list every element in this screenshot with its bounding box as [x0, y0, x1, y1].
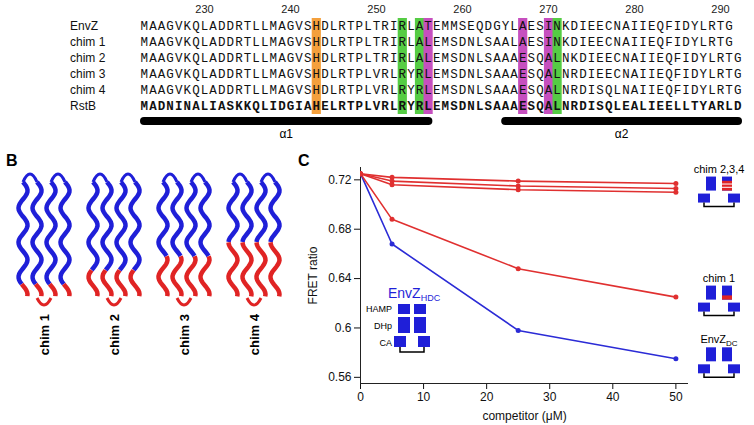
svg-text:MAAGVKQLADDRTLLMAGVSHDLRTPLTRI: MAAGVKQLADDRTLLMAGVSHDLRTPLTRIRLALEMSDNL…	[141, 52, 742, 66]
svg-text:0: 0	[357, 390, 364, 404]
svg-text:MAAGVKQLADDRTLLMAGVSHDLRTPLTRI: MAAGVKQLADDRTLLMAGVSHDLRTPLTRIRLATEMMSEQ…	[141, 20, 733, 34]
svg-text:B: B	[6, 152, 18, 169]
svg-text:MADNINALIASKKQLIDGIAHELRTPLVRL: MADNINALIASKKQLIDGIAHELRTPLVRLRYRLEMSDNL…	[141, 100, 742, 114]
svg-text:competitor (μM): competitor (μM)	[482, 409, 566, 423]
svg-text:50: 50	[669, 390, 683, 404]
svg-text:chim 4: chim 4	[70, 83, 106, 97]
svg-text:FRET ratio: FRET ratio	[306, 246, 320, 304]
svg-text:chim 2,3,4: chim 2,3,4	[694, 163, 745, 175]
svg-text:chim 2: chim 2	[70, 51, 106, 65]
svg-text:chim 3: chim 3	[70, 67, 106, 81]
svg-text:C: C	[298, 152, 310, 169]
svg-text:DHp: DHp	[374, 321, 392, 331]
svg-text:40: 40	[606, 390, 620, 404]
svg-text:250: 250	[367, 3, 385, 15]
svg-text:0.56: 0.56	[328, 370, 352, 384]
svg-text:chim 1: chim 1	[703, 272, 735, 284]
svg-text:280: 280	[625, 3, 643, 15]
svg-text:EnvZDC: EnvZDC	[700, 333, 737, 348]
svg-text:RstB: RstB	[70, 99, 96, 113]
svg-text:chim 4: chim 4	[247, 313, 262, 355]
svg-text:0.64: 0.64	[328, 271, 352, 285]
svg-text:260: 260	[453, 3, 471, 15]
svg-text:α1: α1	[279, 127, 293, 141]
svg-text:20: 20	[480, 390, 494, 404]
svg-text:chim 1: chim 1	[70, 35, 106, 49]
svg-text:HAMP: HAMP	[366, 304, 392, 314]
svg-text:CA: CA	[379, 338, 392, 348]
svg-text:chim 3: chim 3	[177, 314, 192, 355]
svg-text:0.72: 0.72	[328, 173, 352, 187]
svg-text:EnvZHDC: EnvZHDC	[388, 285, 441, 303]
svg-text:270: 270	[539, 3, 557, 15]
svg-text:30: 30	[543, 390, 557, 404]
svg-text:chim 2: chim 2	[107, 314, 122, 355]
svg-text:MAAGVKQLADDRTLLMAGVSHDLRTPLVRL: MAAGVKQLADDRTLLMAGVSHDLRTPLVRLRYRLEMSDNL…	[141, 84, 742, 98]
svg-text:240: 240	[281, 3, 299, 15]
svg-text:290: 290	[711, 3, 729, 15]
svg-text:230: 230	[195, 3, 213, 15]
svg-text:0.68: 0.68	[328, 222, 352, 236]
svg-text:EnvZ: EnvZ	[70, 19, 98, 33]
svg-text:10: 10	[417, 390, 431, 404]
svg-text:0.6: 0.6	[335, 321, 352, 335]
svg-text:MAAGVKQLADDRTLLMAGVSHDLRTPLTRI: MAAGVKQLADDRTLLMAGVSHDLRTPLTRIRLALEMSDNL…	[141, 36, 733, 50]
svg-text:α2: α2	[615, 127, 629, 141]
svg-text:MAAGVKQLADDRTLLMAGVSHDLRTPLVRL: MAAGVKQLADDRTLLMAGVSHDLRTPLVRLRYRLEMSDNL…	[141, 68, 742, 82]
svg-text:chim 1: chim 1	[37, 314, 52, 355]
